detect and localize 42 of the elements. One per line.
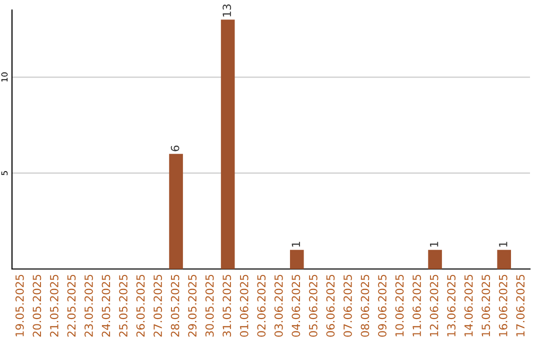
x-tick-label: 27.05.2025: [154, 274, 162, 337]
x-tick-label: 28.05.2025: [170, 274, 180, 337]
x-tick-label: 10.06.2025: [395, 274, 404, 336]
bar: [428, 250, 442, 269]
x-tick-label: 14.06.2025: [464, 274, 473, 336]
y-tick-label: 5: [1, 171, 8, 176]
x-tick-label: 21.05.2025: [50, 274, 58, 337]
x-tick-label: 05.06.2025: [308, 274, 318, 337]
x-tick-label: 01.06.2025: [240, 274, 248, 337]
x-tick-label: 19.05.2025: [15, 274, 24, 336]
x-tick-label: 23.05.2025: [84, 274, 93, 337]
x-tick-label: 12.06.2025: [430, 274, 438, 336]
data-label: 1: [499, 242, 508, 247]
x-tick-label: 08.06.2025: [360, 274, 370, 337]
x-tick-label: 06.06.2025: [326, 274, 335, 337]
x-tick-label: 29.05.2025: [188, 274, 197, 337]
data-label: 13: [222, 4, 232, 16]
bar: [497, 250, 512, 269]
x-tick-label: 20.05.2025: [32, 274, 42, 337]
x-tick-label: 09.06.2025: [378, 274, 386, 337]
x-tick-label: 17.06.2025: [516, 274, 525, 336]
x-tick-label: 24.05.2025: [102, 274, 110, 337]
x-tick-label: 13.06.2025: [447, 274, 456, 336]
data-label: 1: [292, 242, 300, 247]
x-tick-label: 26.05.2025: [136, 274, 145, 337]
data-label: 6: [170, 146, 180, 152]
x-tick-label: 30.05.2025: [205, 274, 214, 337]
x-tick-label: 31.05.2025: [222, 274, 232, 337]
x-tick-label: 07.06.2025: [344, 274, 352, 337]
x-tick-label: 02.06.2025: [257, 274, 266, 337]
bar: [169, 154, 183, 269]
x-tick-label: 03.06.2025: [274, 274, 283, 337]
data-label: 1: [430, 242, 438, 247]
x-tick-label: 04.06.2025: [292, 274, 300, 337]
x-tick-label: 11.06.2025: [412, 274, 421, 336]
x-tick-label: 15.06.2025: [482, 274, 490, 336]
bar: [290, 250, 304, 269]
bar: [220, 20, 235, 269]
x-tick-label: 25.05.2025: [119, 274, 128, 337]
y-tick-label: 10: [1, 72, 8, 82]
x-tick-label: 16.06.2025: [498, 274, 508, 336]
x-tick-label: 22.05.2025: [67, 274, 76, 337]
